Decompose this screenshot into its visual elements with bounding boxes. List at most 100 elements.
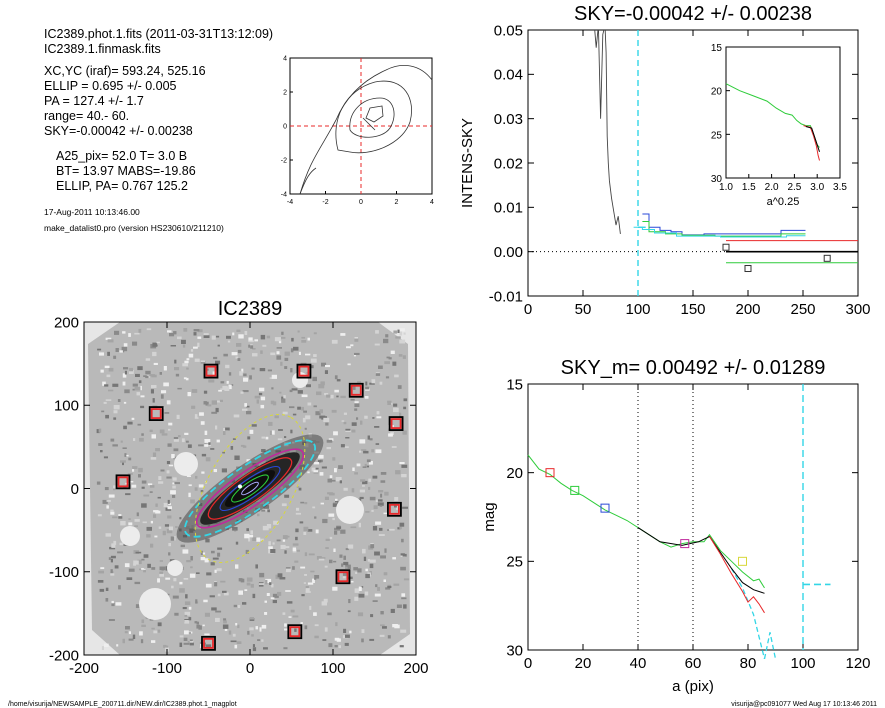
image-noise-blob xyxy=(297,330,300,333)
image-noise-blob xyxy=(300,501,305,504)
image-noise-blob xyxy=(172,482,175,485)
image-noise-blob xyxy=(160,469,165,472)
image-noise-blob xyxy=(222,590,227,593)
image-title: IC2389 xyxy=(218,298,283,320)
image-noise-blob xyxy=(163,502,168,508)
image-noise-blob xyxy=(292,413,297,416)
image-noise-blob xyxy=(166,528,173,534)
mag-square-marker xyxy=(680,539,690,549)
image-noise-blob xyxy=(187,444,192,448)
mag-x-label: 120 xyxy=(845,655,870,672)
image-noise-blob xyxy=(378,534,385,536)
image-noise-blob xyxy=(341,563,344,567)
image-noise-blob xyxy=(319,409,323,414)
image-noise-blob xyxy=(261,509,266,512)
image-noise-blob xyxy=(284,623,287,627)
image-noise-blob xyxy=(141,624,146,627)
isophote-yellow-group xyxy=(194,413,306,564)
image-noise-blob xyxy=(151,385,157,388)
image-noise-blob xyxy=(215,400,221,403)
image-noise-blob xyxy=(321,601,327,606)
image-noise-blob xyxy=(217,344,220,347)
image-noise-blob xyxy=(238,334,244,339)
image-noise-blob xyxy=(175,526,178,528)
image-noise-blob xyxy=(169,333,175,337)
image-noise-blob xyxy=(128,333,131,337)
image-noise-blob xyxy=(336,395,339,398)
image-noise-blob xyxy=(135,551,142,554)
image-noise-blob xyxy=(194,621,198,624)
image-noise-blob xyxy=(112,383,119,387)
image-noise-blob xyxy=(123,343,128,347)
sky-y-label: 0.05 xyxy=(494,22,523,39)
image-noise-blob xyxy=(143,569,146,573)
image-noise-blob xyxy=(334,375,338,380)
image-noise-blob xyxy=(368,486,371,490)
image-noise-blob xyxy=(324,627,328,632)
image-noise-blob xyxy=(328,643,333,648)
image-noise-blob xyxy=(173,448,179,452)
image-noise-blob xyxy=(143,375,147,377)
sky-x-label: 150 xyxy=(680,301,705,318)
image-noise-blob xyxy=(248,535,254,538)
image-noise-blob xyxy=(340,395,346,399)
image-noise-blob xyxy=(202,552,206,555)
image-noise-blob xyxy=(211,400,217,405)
image-noise-blob xyxy=(314,516,317,519)
mag-square-marker xyxy=(738,556,747,566)
image-noise-blob xyxy=(252,644,255,647)
image-noise-blob xyxy=(153,514,157,518)
image-noise-blob xyxy=(335,622,338,627)
image-noise-blob xyxy=(374,593,381,597)
image-noise-blob xyxy=(358,593,365,598)
image-noise-blob xyxy=(117,551,123,554)
image-noise-blob xyxy=(338,465,343,469)
image-noise-blob xyxy=(390,608,395,613)
image-noise-blob xyxy=(319,415,326,419)
image-noise-blob xyxy=(194,487,198,491)
image-noise-blob xyxy=(375,521,382,525)
image-noise-blob xyxy=(364,463,367,468)
image-noise-blob xyxy=(168,422,173,426)
image-noise-blob xyxy=(207,404,212,407)
image-noise-blob xyxy=(338,645,341,649)
image-noise-blob xyxy=(186,475,191,477)
image-noise-blob xyxy=(184,630,189,635)
image-noise-blob xyxy=(317,460,322,463)
image-noise-blob xyxy=(278,429,283,431)
image-noise-blob xyxy=(183,637,188,641)
image-noise-blob xyxy=(383,338,389,344)
masked-source-inner xyxy=(337,571,349,583)
image-noise-blob xyxy=(226,380,229,384)
sky-y-label: 0.02 xyxy=(494,155,523,172)
image-noise-blob xyxy=(384,361,390,365)
image-noise-blob xyxy=(196,572,200,574)
image-noise-blob xyxy=(124,631,128,634)
image-noise-blob xyxy=(313,612,317,616)
image-noise-blob xyxy=(259,627,262,632)
mag-y-label: 30 xyxy=(506,642,523,659)
image-noise-blob xyxy=(124,563,130,568)
image-noise-blob xyxy=(232,332,235,336)
image-noise-blob xyxy=(384,548,387,553)
image-noise-blob xyxy=(103,456,108,459)
image-noise-blob xyxy=(331,409,337,413)
image-noise-blob xyxy=(375,443,380,445)
masked-source-box xyxy=(348,382,364,398)
image-noise-blob xyxy=(141,619,145,624)
image-noise-blob xyxy=(265,579,268,585)
image-noise-blob xyxy=(377,586,380,591)
info-param-line: ELLIP = 0.695 +/- 0.005 xyxy=(44,79,177,93)
masked-source-inner xyxy=(289,626,301,638)
image-x-label: -100 xyxy=(152,660,182,677)
image-noise-blob xyxy=(400,553,405,556)
image-noise-blob xyxy=(115,348,119,352)
image-noise-blob xyxy=(342,572,349,576)
image-noise-blob xyxy=(281,336,286,339)
info-param-line: PA = 127.4 +/- 1.7 xyxy=(44,94,144,108)
sky-x-label: 300 xyxy=(845,301,870,318)
image-noise-blob xyxy=(200,360,205,363)
image-noise-blob xyxy=(315,529,319,534)
image-noise-blob xyxy=(263,647,268,650)
image-noise-blob xyxy=(166,476,172,479)
